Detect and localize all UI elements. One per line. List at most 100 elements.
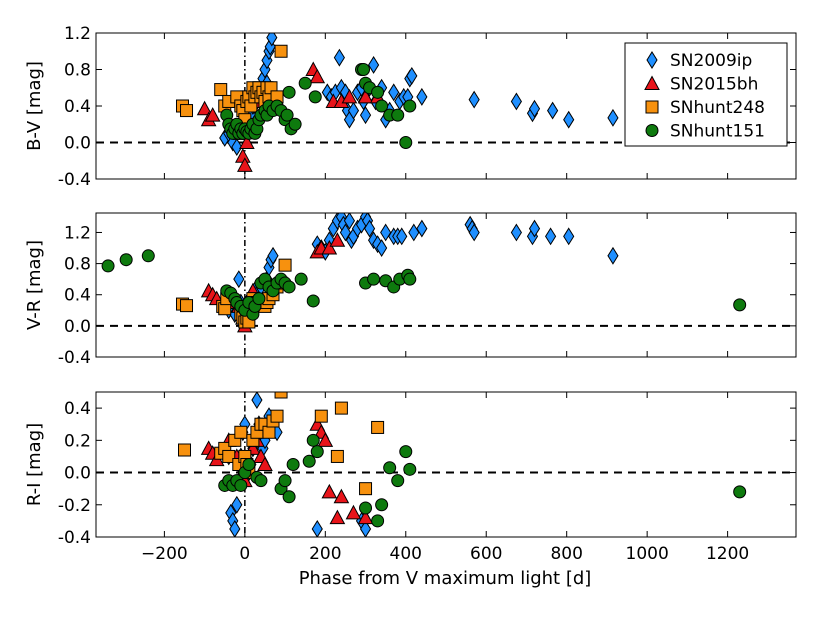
- panel-2-point-sn2009ip: [396, 227, 408, 246]
- panel-3-plot-area: [96, 392, 796, 537]
- x-tick-label: 1000: [626, 544, 669, 564]
- panel-1-point-snhunt151: [399, 136, 413, 149]
- panel-3-point-sn2009ip: [231, 495, 243, 514]
- panel-2-point-sn2009ip: [563, 227, 575, 246]
- panel-1-point-sn2009ip: [333, 48, 345, 67]
- panel-3-point-sn2015bh: [333, 488, 350, 504]
- panel-3-point-snhunt248: [334, 401, 348, 415]
- panel-1-point-sn2009ip: [607, 108, 619, 127]
- panel-1-point-snhunt151: [403, 99, 417, 113]
- legend-label-sn2015bh: SN2015bh: [670, 75, 758, 95]
- panel-2-point-sn2009ip: [339, 223, 352, 242]
- panel-2-point-snhunt151: [141, 249, 155, 263]
- panel-2-point-sn2009ip: [528, 219, 541, 238]
- panel-2-point-sn2009ip: [416, 219, 428, 238]
- panel-1-ytick-label: -0.4: [58, 170, 91, 190]
- panel-1-ytick-label: 0.8: [64, 61, 91, 81]
- panel-1-point-sn2009ip: [347, 101, 360, 120]
- x-tick-label: −200: [141, 544, 188, 564]
- panel-1-point-snhunt151: [298, 76, 312, 90]
- panel-3-point-snhunt151: [375, 498, 389, 512]
- panel-1-point-sn2009ip: [359, 106, 372, 125]
- panel-3-point-snhunt151: [310, 445, 324, 459]
- panel-1-point-sn2015bh: [239, 134, 255, 149]
- panel-2-point-snhunt248: [180, 299, 194, 313]
- panel-2-point-snhunt248: [278, 258, 292, 272]
- x-tick-label: 400: [390, 544, 422, 564]
- panel-3-point-snhunt248: [359, 482, 373, 496]
- panel-3-point-sn2015bh: [329, 509, 346, 525]
- panel-3-point-snhunt151: [403, 462, 417, 476]
- panel-1-point-snhunt151: [375, 99, 389, 113]
- panel-3-point-snhunt248: [178, 443, 192, 457]
- panel-1-point-snhunt248: [214, 83, 228, 97]
- x-tick-label: 200: [309, 544, 341, 564]
- legend: SN2009ip SN2015bh SNhunt248 SNhunt151: [624, 42, 788, 147]
- x-tick-label: 600: [470, 544, 502, 564]
- legend-label-snhunt151: SNhunt151: [670, 122, 765, 142]
- panel-3-point-snhunt151: [302, 454, 316, 468]
- panel-3-frame: [95, 391, 797, 538]
- panel-3-point-snhunt151: [242, 458, 256, 471]
- panel-3-point-snhunt151: [282, 490, 296, 504]
- axis-ticks: -0.4 0.0 0.4 0.8 1.2 B-V [mag] -0.4 0.0 0.4 0.8 1.…: [24, 24, 796, 564]
- panel-1-point-sn2009ip: [547, 101, 559, 120]
- panel-2-point-sn2015bh: [321, 239, 338, 255]
- panel-3-point-snhunt151: [254, 474, 268, 488]
- panel-1-point-sn2009ip: [510, 92, 522, 111]
- panel-1-point-snhunt248: [180, 104, 194, 118]
- legend-marker-snhunt248: [645, 100, 659, 114]
- panel-3-point-snhunt151: [733, 485, 747, 499]
- panel-3-ytick-label: 0.0: [64, 464, 91, 484]
- panel-3-point-sn2015bh: [345, 504, 362, 520]
- x-tick-label: 800: [550, 544, 582, 564]
- panel-3-point-snhunt248: [222, 449, 236, 463]
- panel-1-point-sn2009ip: [388, 83, 400, 102]
- panel-3-y-axis-label: R-I [mag]: [24, 423, 45, 506]
- panel-3-point-sn2015bh: [317, 432, 334, 447]
- legend-label-snhunt248: SNhunt248: [670, 98, 765, 118]
- panel-3-point-snhunt151: [286, 458, 300, 471]
- panel-2-point-sn2009ip: [233, 270, 245, 289]
- legend-label-sn2009ip: SN2009ip: [670, 51, 752, 71]
- panel-3-point-sn2015bh: [321, 483, 338, 499]
- panel-2-point-snhunt151: [367, 272, 381, 286]
- panel-3-point-snhunt151: [371, 514, 385, 528]
- panel-2-point-snhunt151: [403, 272, 417, 286]
- panel-2-point-sn2009ip: [267, 246, 279, 265]
- panel-3-point-sn2009ip: [251, 392, 263, 409]
- panel-1-point-snhunt151: [308, 90, 322, 104]
- panel-3-point-snhunt151: [391, 474, 405, 488]
- panel-2-ytick-label: -0.4: [58, 348, 91, 368]
- panel-2-point-sn2009ip: [376, 239, 388, 257]
- panel-1-point-sn2015bh: [341, 88, 358, 104]
- panel-3-point-snhunt248: [234, 425, 248, 439]
- x-tick-label: 1200: [706, 544, 749, 564]
- panel-1-ytick-label: 0.0: [64, 134, 91, 154]
- panel-3-point-snhunt248: [330, 449, 344, 463]
- panel-2-point-sn2009ip: [408, 223, 420, 242]
- panel-2-point-snhunt151: [252, 292, 266, 306]
- panel-1-point-sn2009ip: [416, 87, 428, 106]
- panel-2-point-snhunt151: [733, 298, 747, 312]
- legend-marker-sn2015bh: [644, 75, 660, 90]
- panel-3-ytick-label: 0.4: [64, 399, 91, 419]
- panel-2-point-snhunt151: [306, 294, 320, 308]
- panel-2-point-snhunt151: [294, 272, 308, 286]
- panel-1-point-sn2015bh: [204, 107, 221, 122]
- panel-1-point-sn2009ip: [367, 55, 380, 74]
- panel-1-point-sn2009ip: [528, 99, 541, 118]
- panel-2-point-snhunt151: [119, 253, 133, 267]
- panel-3-point-snhunt151: [359, 501, 373, 515]
- panel-3-point-snhunt248: [371, 420, 385, 434]
- panel-1-point-sn2015bh: [357, 88, 374, 104]
- panel-2-point-sn2009ip: [545, 227, 557, 246]
- panel-1-ytick-label: 0.4: [64, 97, 91, 117]
- panel-1-point-sn2015bh: [309, 68, 326, 84]
- panel-1-point-sn2009ip: [563, 110, 575, 129]
- legend-marker-snhunt151: [645, 124, 659, 137]
- panel-3-point-sn2009ip: [311, 520, 323, 537]
- panel-3-point-sn2015bh: [357, 509, 374, 525]
- chart-marks: [96, 33, 796, 537]
- panel-1-point-sn2015bh: [237, 157, 253, 172]
